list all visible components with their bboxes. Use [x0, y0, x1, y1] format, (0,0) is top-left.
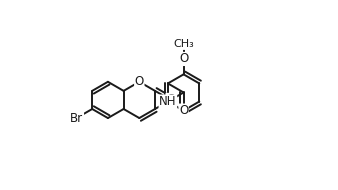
Text: O: O: [179, 104, 188, 117]
Text: NH: NH: [159, 95, 177, 108]
Text: O: O: [166, 93, 175, 106]
Text: O: O: [179, 52, 188, 65]
Text: Br: Br: [70, 112, 83, 125]
Text: O: O: [135, 75, 144, 88]
Text: CH₃: CH₃: [173, 39, 194, 49]
